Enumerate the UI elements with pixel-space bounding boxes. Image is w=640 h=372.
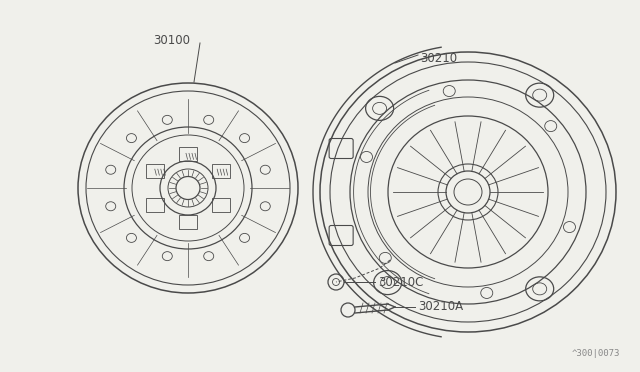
Text: 30210: 30210: [420, 51, 457, 64]
Text: 30210C: 30210C: [378, 276, 424, 289]
Text: 30100: 30100: [154, 33, 191, 46]
Text: ^300|0073: ^300|0073: [572, 349, 620, 358]
Text: 30210A: 30210A: [418, 301, 463, 314]
